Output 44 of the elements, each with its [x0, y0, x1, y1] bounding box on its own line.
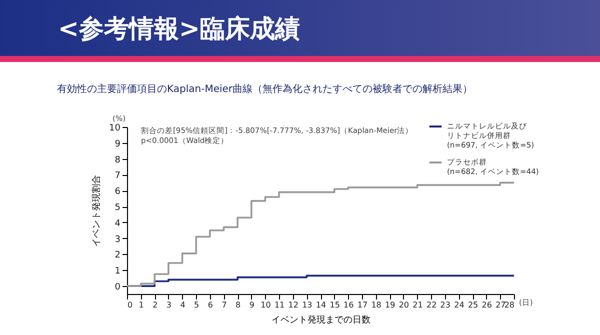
y-tick-label: 7 [114, 171, 120, 182]
y-tick-label: 3 [114, 234, 120, 245]
x-tick-label: 27 [496, 300, 506, 310]
x-tick-label: 21 [412, 300, 423, 310]
x-tick-label: 14 [316, 300, 326, 310]
x-tick-label: 0 [128, 300, 133, 310]
x-tick-label: 16 [344, 300, 354, 310]
x-tick-label: 12 [288, 300, 298, 310]
y-tick-label: 4 [114, 218, 121, 229]
x-tick-label: 10 [260, 300, 271, 310]
x-tick-label: 23 [440, 300, 450, 310]
x-tick-label: 6 [208, 300, 213, 310]
x-tick-label: 7 [222, 300, 227, 310]
x-tick-label: 22 [426, 300, 437, 310]
x-tick-label: 28 [504, 300, 514, 310]
x-axis-title: イベント発現までの日数 [272, 314, 370, 326]
x-tick-label: 19 [385, 300, 396, 310]
x-tick-label: 4 [180, 300, 186, 310]
x-tick-label: 17 [357, 300, 368, 310]
chart-subtitle: 有効性の主要評価項目のKaplan-Meier曲線（無作為化されたすべての被験者での解析結果） [57, 82, 473, 96]
y-tick-label: 2 [114, 250, 120, 261]
y-tick-label: 6 [114, 187, 121, 198]
x-tick-label: 18 [371, 300, 382, 310]
x-tick-label: 15 [330, 300, 340, 310]
x-tick-label: 26 [482, 300, 492, 310]
y-tick-label: 9 [114, 139, 121, 150]
x-tick-label: 20 [398, 300, 410, 310]
x-tick-label: 25 [468, 300, 478, 310]
x-tick-label: 9 [249, 300, 254, 310]
y-tick-label: 1 [114, 266, 120, 277]
y-tick-label: 10 [109, 124, 121, 134]
x-tick-label: 11 [274, 300, 285, 310]
x-tick-label: 8 [236, 300, 241, 310]
x-tick-label: 13 [302, 300, 312, 310]
y-tick-label: 8 [114, 155, 121, 166]
x-tick-label: 3 [166, 300, 172, 310]
x-tick-label: 24 [454, 300, 464, 310]
x-tick-label: 1 [138, 300, 144, 310]
y-tick-label: 5 [114, 203, 120, 214]
chart-title: <参考情報>臨床成績 [58, 13, 300, 45]
x-tick-label: 2 [152, 300, 158, 310]
x-tick-label: 5 [194, 300, 200, 310]
y-tick-label: 0 [114, 282, 121, 293]
y-axis-title: イベント発現割合 [91, 175, 102, 247]
